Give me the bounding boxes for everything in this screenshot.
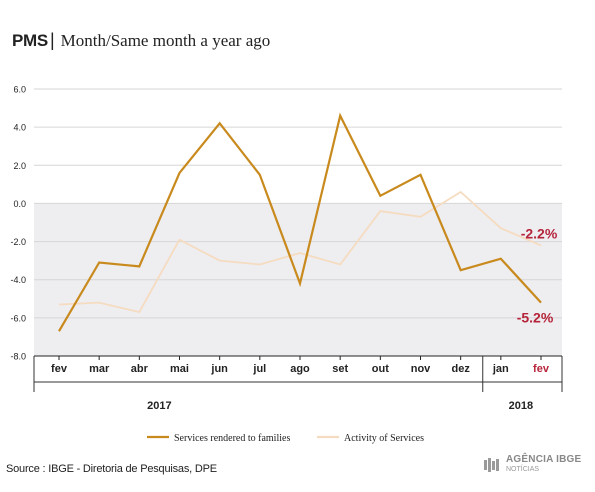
y-tick-label: -8.0	[10, 352, 26, 362]
legend-label: Services rendered to families	[174, 433, 290, 444]
source-note: Source : IBGE - Diretoria de Pesquisas, …	[6, 463, 217, 475]
x-tick-label: abr	[131, 363, 149, 375]
chart-title: Month/Same month a year ago	[60, 31, 271, 50]
year-label: 2018	[509, 400, 533, 412]
x-tick-label: jan	[492, 363, 509, 375]
x-axis-ticks: fev mar abr mai jun jul ago set out nov dez jan fev	[51, 356, 550, 375]
data-label: -5.2%	[517, 310, 554, 326]
x-tick-label: mar	[89, 363, 110, 375]
y-tick-label: 0.0	[13, 199, 26, 209]
x-tick-label: ago	[290, 363, 310, 375]
series-line-families	[58, 112, 542, 332]
y-tick-label: 6.0	[13, 85, 26, 95]
y-axis-ticks: 6.0 4.0 2.0 0.0 -2.0 -4.0 -6.0 -8.0	[10, 85, 26, 362]
series-line-activity	[58, 190, 542, 314]
year-label: 2017	[147, 400, 171, 412]
data-label: -2.2%	[521, 225, 558, 241]
agency-logo: AGÊNCIA IBGE NOTÍCIAS	[484, 455, 581, 475]
legend-label: Activity of Services	[344, 433, 424, 444]
chart-header: PMS | Month/Same month a year ago	[12, 30, 270, 54]
y-tick-label: -2.0	[10, 237, 26, 247]
y-tick-label: -4.0	[10, 275, 26, 285]
legend: Services rendered to families Activity of…	[147, 433, 424, 444]
y-tick-label: -6.0	[10, 313, 26, 323]
x-tick-label: mai	[170, 363, 189, 375]
x-tick-label: fev	[51, 363, 68, 375]
x-tick-label: dez	[451, 363, 470, 375]
y-tick-label: 4.0	[13, 123, 26, 133]
ibge-logo-icon	[484, 458, 499, 472]
y-tick-label: 2.0	[13, 161, 26, 171]
x-tick-label: nov	[411, 363, 431, 375]
year-labels: 2017 2018	[33, 356, 563, 412]
series-lines	[58, 112, 542, 332]
logo-main-text: AGÊNCIA IBGE	[506, 454, 582, 465]
brand-label: PMS	[12, 31, 48, 50]
x-tick-label: fev	[533, 363, 550, 375]
gridlines	[34, 88, 562, 319]
x-tick-label: set	[332, 363, 348, 375]
title-separator: |	[49, 30, 55, 50]
x-tick-label: jun	[210, 363, 228, 375]
logo-sub-text: NOTÍCIAS	[506, 466, 540, 473]
x-tick-label: jul	[252, 363, 266, 375]
data-annotations: -2.2% -5.2%	[517, 225, 558, 325]
x-tick-label: out	[372, 363, 389, 375]
